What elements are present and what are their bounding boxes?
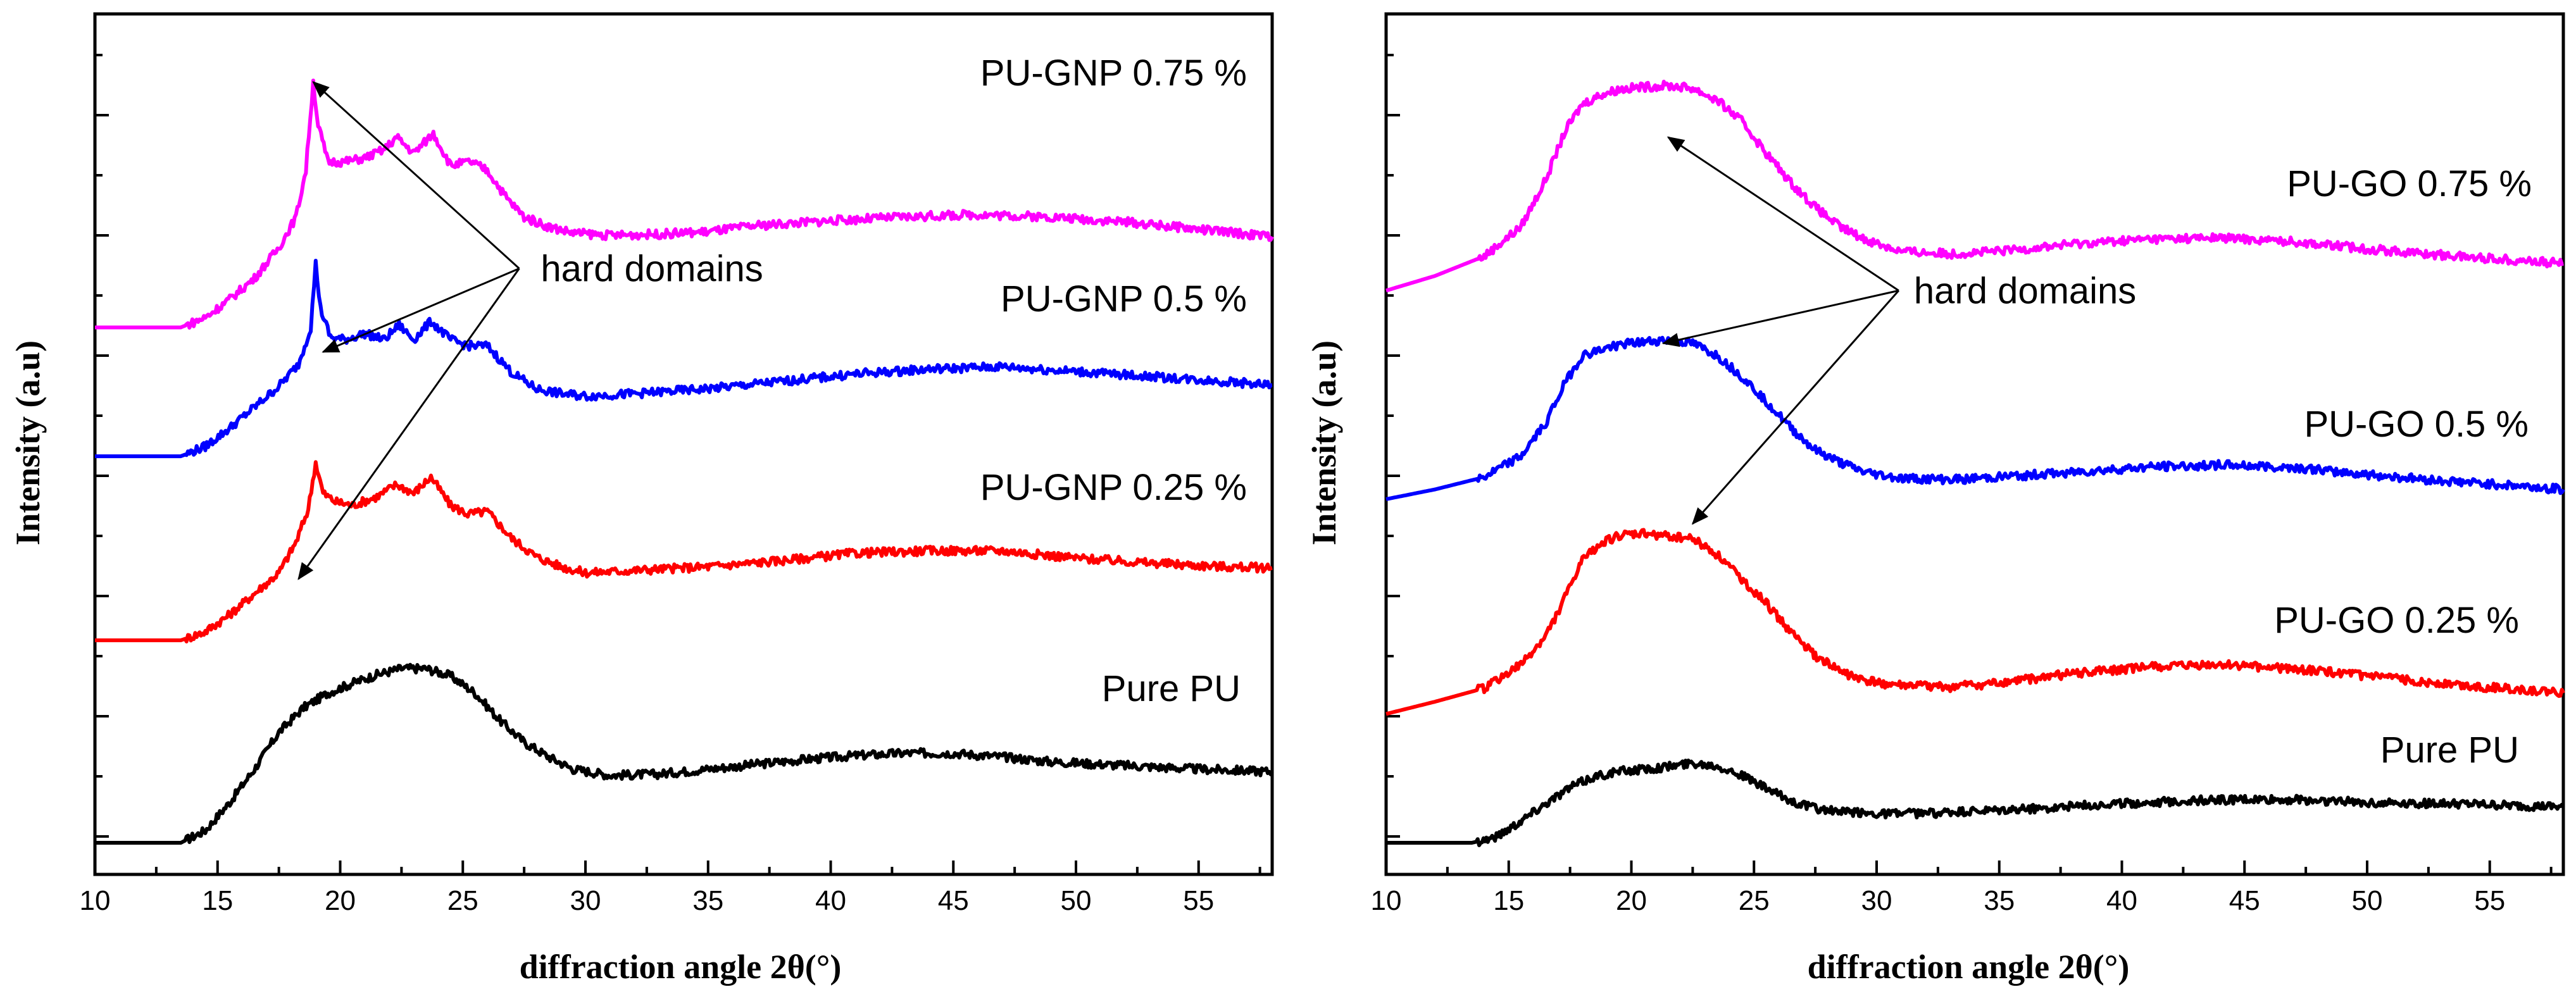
x-tick-label: 20 <box>325 885 356 916</box>
left-panel-gnp: Intensity (a.u) diffraction angle 2θ(°) … <box>9 12 1274 986</box>
x-tick-label: 25 <box>447 885 478 916</box>
series-label-pu-gnp-0-25: PU-GNP 0.25 % <box>980 467 1247 508</box>
x-tick-label: 30 <box>570 885 601 916</box>
series-label-pu-go-0-25: PU-GO 0.25 % <box>2274 600 2519 641</box>
x-tick-label: 45 <box>938 885 969 916</box>
annotation-arrow <box>1666 136 1899 292</box>
x-tick-label: 45 <box>2229 885 2260 916</box>
x-tick-label: 35 <box>1984 885 2015 916</box>
annotation-hard-domains: hard domains <box>1914 270 2136 311</box>
x-tick-label: 40 <box>2106 885 2137 916</box>
right-panel-go: Intensity (a.u) diffraction angle 2θ(°) … <box>1305 12 2565 986</box>
series-label-pu-go-0-75: PU-GO 0.75 % <box>2287 163 2532 204</box>
left-x-axis-title: diffraction angle 2θ(°) <box>520 948 842 986</box>
annotation-arrow <box>312 81 520 270</box>
series-label-pure-pu: Pure PU <box>1102 668 1241 709</box>
annotation-hard-domains: hard domains <box>541 248 763 289</box>
series-line-pu-go-0-25 <box>1385 528 2565 716</box>
series-label-pu-gnp-0-5: PU-GNP 0.5 % <box>1001 278 1247 320</box>
annotation-arrow <box>322 267 520 353</box>
x-tick-label: 40 <box>815 885 846 916</box>
plot-frame <box>1384 12 2565 876</box>
annotation-arrow <box>1691 290 1899 525</box>
x-tick-label: 10 <box>80 885 111 916</box>
series-line-pure-pu <box>1385 758 2565 847</box>
x-tick-label: 30 <box>1861 885 1892 916</box>
series-line-pu-go-0-75 <box>1385 80 2564 293</box>
x-tick-label: 55 <box>1183 885 1214 916</box>
annotation-arrow <box>297 268 520 580</box>
x-tick-label: 50 <box>2352 885 2383 916</box>
series-label-pu-gnp-0-75: PU-GNP 0.75 % <box>980 53 1247 94</box>
series-line-pure-pu <box>94 662 1274 845</box>
series-line-pu-go-0-5 <box>1385 335 2565 501</box>
x-tick-label: 15 <box>202 885 233 916</box>
x-tick-label: 35 <box>692 885 723 916</box>
series-line-pu-gnp-0-25 <box>94 460 1273 643</box>
x-tick-label: 50 <box>1061 885 1092 916</box>
right-x-axis-title: diffraction angle 2θ(°) <box>1808 948 2130 986</box>
left-y-axis-title: Intensity (a.u) <box>9 340 47 545</box>
x-tick-label: 10 <box>1371 885 1402 916</box>
x-tick-label: 20 <box>1616 885 1647 916</box>
x-tick-label: 25 <box>1739 885 1770 916</box>
x-tick-label: 55 <box>2474 885 2505 916</box>
series-label-pu-go-0-5: PU-GO 0.5 % <box>2304 404 2529 445</box>
series-line-pu-gnp-0-75 <box>94 78 1274 330</box>
x-tick-label: 15 <box>1493 885 1524 916</box>
series-line-pu-gnp-0-5 <box>94 259 1273 459</box>
plot-frame <box>93 12 1274 876</box>
annotation-arrow <box>1661 289 1899 347</box>
series-label-pure-pu: Pure PU <box>2380 730 2519 771</box>
right-y-axis-title: Intensity (a.u) <box>1305 340 1343 545</box>
